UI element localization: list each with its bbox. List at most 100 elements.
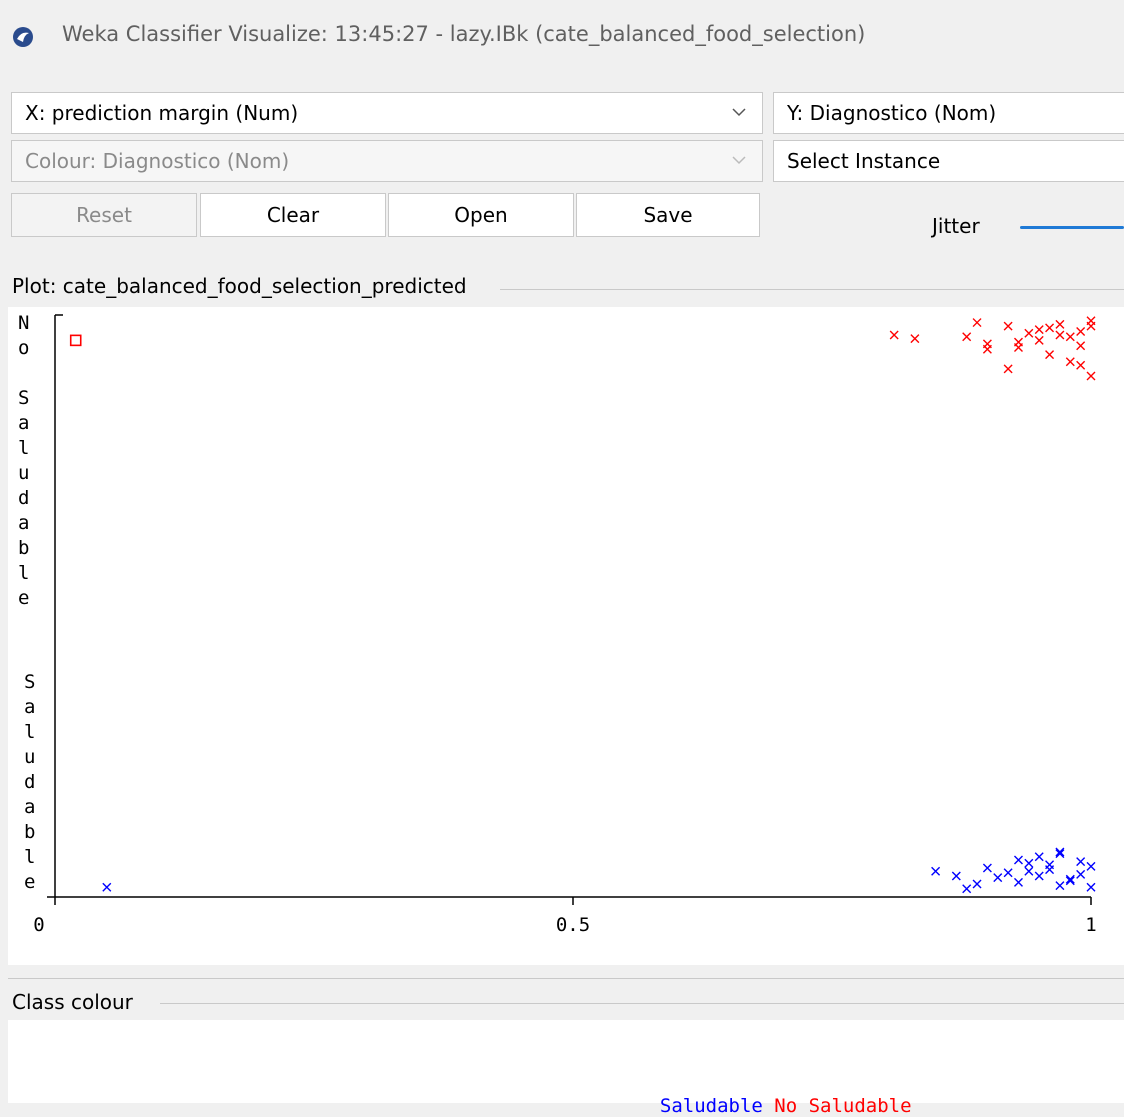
x-tick-label: 0.5 [556,914,590,936]
open-button[interactable]: Open [388,193,574,237]
legend-panel [8,1020,1124,1103]
x-tick-label: 1 [1085,914,1096,936]
legend-top-rule [8,978,1124,979]
data-point [1055,847,1065,857]
data-point [1024,866,1034,876]
data-point [1003,321,1013,331]
data-point [1086,321,1096,331]
data-point [993,873,1003,883]
y-axis-category-char: l [24,721,35,743]
data-point [962,332,972,342]
data-point [1065,332,1075,342]
select-instance-select[interactable]: Select Instance [773,140,1124,182]
y-axis-category-char: e [18,587,29,609]
select-instance-label: Select Instance [787,149,941,173]
y-axis-category-char: d [18,487,29,509]
y-axis-select[interactable]: Y: Diagnostico (Nom) [773,92,1124,134]
data-point [1034,852,1044,862]
x-axis-select-label: X: prediction margin (Num) [25,101,299,125]
y-axis-category-char: a [24,696,35,718]
y-axis-category-char: u [18,462,29,484]
save-button[interactable]: Save [576,193,760,237]
colour-select[interactable]: Colour: Diagnostico (Nom) [11,140,763,182]
data-point [1003,868,1013,878]
window-title: Weka Classifier Visualize: 13:45:27 - la… [62,22,866,46]
plot-title: Plot: cate_balanced_food_selection_predi… [12,274,467,298]
jitter-label: Jitter [932,214,980,238]
x-tick-label: 0 [33,914,44,936]
data-point [1076,869,1086,879]
data-point [972,879,982,889]
data-point [1045,323,1055,333]
data-point [1065,874,1075,884]
data-point [951,871,961,881]
y-axis-category-char: N [18,312,29,334]
data-point [1055,319,1065,329]
y-axis-category-char: e [24,871,35,893]
data-point [1013,337,1023,347]
data-point [910,334,920,344]
data-point [1034,871,1044,881]
y-axis-category-char: o [18,337,29,359]
legend-group-border [160,1003,1124,1004]
data-point [1076,326,1086,336]
y-axis-category-char: a [24,796,35,818]
y-axis-category-char: S [24,671,35,693]
legend-entry-saludable: Saludable [659,1095,763,1117]
data-point [1045,350,1055,360]
data-point [1076,360,1086,370]
data-point [69,334,82,347]
y-axis-category-char: b [24,821,35,843]
data-point [972,318,982,328]
data-point [1003,364,1013,374]
data-point [1024,858,1034,868]
data-point [102,882,112,892]
y-axis-category-char: a [18,412,29,434]
data-point [1065,357,1075,367]
chevron-down-icon [732,108,746,117]
weka-bird-icon [13,27,33,47]
data-point [1055,330,1065,340]
data-point [1076,341,1086,351]
data-point [1086,371,1096,381]
y-axis-category-char: b [18,537,29,559]
data-point [962,884,972,894]
y-axis-category-char: S [18,387,29,409]
data-point [1055,849,1065,859]
data-point [982,344,992,354]
data-point [1065,876,1075,886]
y-axis-select-label: Y: Diagnostico (Nom) [787,101,997,125]
data-point [931,866,941,876]
reset-button[interactable]: Reset [11,193,197,237]
legend-title: Class colour [12,990,133,1014]
colour-select-label: Colour: Diagnostico (Nom) [25,149,290,173]
data-point [889,330,899,340]
data-point [1024,328,1034,338]
y-axis-category-char: l [18,562,29,584]
y-axis-category-char: l [18,437,29,459]
x-axis-select[interactable]: X: prediction margin (Num) [11,92,763,134]
data-point [1045,860,1055,870]
y-axis-category-char: u [24,746,35,768]
data-point [1055,881,1065,891]
data-point [1034,335,1044,345]
data-point [1086,882,1096,892]
legend-entry-no-saludable: No Saludable [774,1095,912,1117]
title-bar: Weka Classifier Visualize: 13:45:27 - la… [0,0,1124,72]
data-point [1034,325,1044,335]
plot-group-border [500,289,1124,290]
clear-button[interactable]: Clear [200,193,386,237]
data-point [1013,877,1023,887]
y-axis-category-char: d [24,771,35,793]
class-colour-legend: Saludable No Saludable [637,1073,912,1117]
data-point [1086,861,1096,871]
data-point [982,863,992,873]
y-axis-category-char: l [24,846,35,868]
data-point [1076,857,1086,867]
jitter-slider[interactable] [1020,226,1124,229]
chevron-down-icon [732,156,746,165]
y-axis-category-char: a [18,512,29,534]
data-point [1013,855,1023,865]
